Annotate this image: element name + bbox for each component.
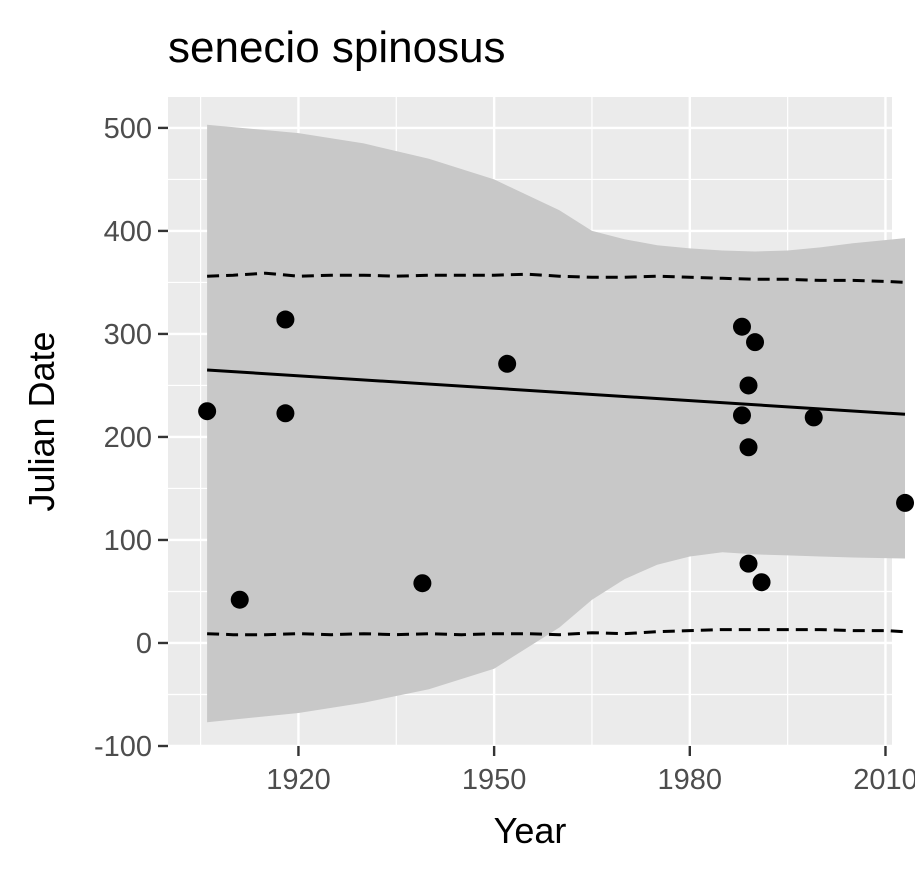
y-tick-label: -100 [94, 731, 152, 763]
y-tick-label: 500 [104, 113, 152, 145]
trend-line [207, 368, 906, 416]
data-point [746, 333, 765, 352]
x-axis: 1920 1950 1980 2010 [266, 746, 915, 796]
data-point [739, 554, 758, 573]
y-tick-label: 400 [104, 216, 152, 248]
x-axis-title: Year [494, 810, 567, 851]
y-tick-label: 100 [104, 525, 152, 557]
data-point [230, 590, 249, 609]
x-tick-label: 1980 [658, 764, 723, 796]
chart-title: senecio spinosus [168, 23, 506, 72]
data-point [739, 376, 758, 395]
upper-dashed-line [207, 271, 906, 284]
lower-dashed-line [207, 628, 906, 637]
data-point [732, 406, 751, 425]
y-tick-label: 0 [136, 628, 152, 660]
data-point [498, 354, 517, 373]
x-tick-label: 1920 [266, 764, 331, 796]
data-point [804, 408, 823, 427]
y-tick-label: 300 [104, 319, 152, 351]
confidence-band [207, 124, 906, 723]
data-point [896, 493, 915, 512]
y-axis: -100 0 100 200 300 400 500 [94, 113, 168, 763]
data-point [276, 310, 295, 329]
x-tick-label: 1950 [462, 764, 527, 796]
y-axis-title: Julian Date [21, 331, 62, 511]
y-tick-label: 200 [104, 422, 152, 454]
data-point [276, 404, 295, 423]
data-point [739, 438, 758, 457]
data-points [198, 310, 915, 609]
data-point [413, 574, 432, 593]
data-point [198, 402, 217, 421]
x-tick-label: 2010 [853, 764, 915, 796]
data-point [752, 573, 771, 592]
data-point [732, 317, 751, 336]
